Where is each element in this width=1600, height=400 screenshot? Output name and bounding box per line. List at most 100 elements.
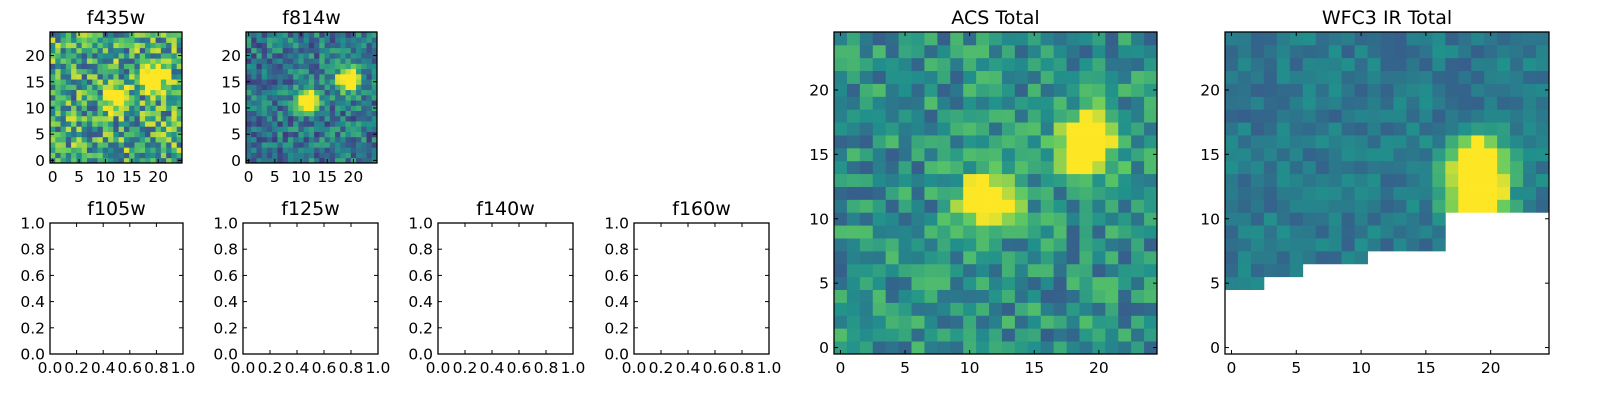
- heatmap-cell: [950, 263, 964, 278]
- heatmap-cell: [160, 147, 167, 153]
- heatmap-cell: [261, 52, 268, 59]
- heatmap-cell: [366, 147, 373, 153]
- heatmap-cell: [1536, 57, 1550, 72]
- heatmap-cell: [340, 152, 346, 159]
- heatmap-cell: [1066, 225, 1080, 239]
- heatmap-cell: [911, 341, 925, 355]
- heatmap-cell: [176, 89, 183, 96]
- heatmap-cell: [150, 157, 156, 164]
- heatmap-cell: [1053, 83, 1067, 97]
- heatmap-cell: [303, 157, 310, 164]
- heatmap-cell: [314, 105, 320, 111]
- heatmap-cell: [60, 52, 67, 59]
- heatmap-cell: [166, 131, 172, 138]
- heatmap-cell: [989, 315, 1003, 329]
- y-tick-label: 0.4: [408, 293, 433, 311]
- heatmap-cell: [859, 212, 874, 226]
- heatmap-cell: [1092, 135, 1106, 149]
- heatmap-cell: [139, 142, 146, 148]
- heatmap-cell: [1497, 186, 1511, 200]
- heatmap-cell: [911, 199, 925, 213]
- heatmap-cell: [251, 136, 257, 143]
- heatmap-cell: [859, 328, 874, 342]
- heatmap-cell: [1027, 302, 1042, 316]
- heatmap-cell: [1445, 109, 1459, 123]
- heatmap-cell: [113, 105, 120, 111]
- heatmap-cell: [1406, 57, 1420, 72]
- heatmap-cell: [356, 47, 362, 54]
- heatmap-cell: [145, 136, 151, 143]
- heatmap-cell: [371, 32, 378, 38]
- heatmap-cell: [885, 276, 899, 290]
- heatmap-cell: [885, 83, 899, 97]
- heatmap-cell: [1066, 186, 1080, 200]
- heatmap-cell: [1302, 70, 1317, 84]
- heatmap-cell: [314, 84, 320, 91]
- heatmap-cell: [1341, 122, 1355, 136]
- heatmap-cell: [340, 32, 346, 38]
- heatmap-cell: [872, 83, 887, 97]
- heatmap-cell: [361, 42, 367, 49]
- heatmap-cell: [1276, 173, 1291, 187]
- heatmap-cell: [261, 47, 268, 54]
- heatmap-cell: [1497, 173, 1511, 187]
- y-tick-label: 0.8: [20, 241, 45, 259]
- heatmap-cell: [246, 115, 252, 122]
- heatmap-cell: [1497, 83, 1511, 97]
- heatmap-cell: [60, 37, 67, 43]
- heatmap-cell: [976, 212, 990, 226]
- heatmap-cell: [366, 142, 373, 148]
- heatmap-cell: [298, 105, 305, 111]
- heatmap-cell: [834, 173, 848, 187]
- heatmap-cell: [1040, 212, 1055, 226]
- heatmap-cell: [113, 73, 120, 80]
- heatmap-cell: [150, 37, 156, 43]
- heatmap-cell: [1523, 57, 1537, 72]
- heatmap-cell: [356, 121, 362, 127]
- heatmap-cell: [1315, 212, 1330, 226]
- heatmap-cell: [108, 37, 114, 43]
- heatmap-cell: [76, 105, 83, 111]
- heatmap-cell: [898, 225, 912, 239]
- heatmap-cell: [937, 70, 951, 84]
- heatmap-cell: [55, 37, 61, 43]
- heatmap-cell: [366, 105, 373, 111]
- heatmap-cell: [108, 89, 114, 96]
- heatmap-cell: [1105, 44, 1119, 59]
- heatmap-cell: [1118, 57, 1132, 72]
- heatmap-cell: [340, 63, 346, 70]
- x-tick-label: 10: [96, 168, 116, 186]
- heatmap-cell: [1471, 160, 1485, 175]
- heatmap-cell: [176, 152, 183, 159]
- heatmap-cell: [976, 32, 990, 46]
- heatmap-cell: [314, 131, 320, 138]
- heatmap-cell: [361, 115, 367, 122]
- heatmap-cell: [324, 100, 331, 106]
- heatmap-cell: [1079, 57, 1093, 72]
- heatmap-cell: [1250, 263, 1265, 278]
- heatmap-cell: [102, 131, 109, 138]
- heatmap-cell: [246, 37, 252, 43]
- heatmap-cell: [277, 94, 284, 101]
- heatmap-cell: [287, 142, 294, 148]
- heatmap-cell: [1458, 160, 1472, 175]
- heatmap-cell: [92, 68, 98, 75]
- heatmap-cell: [71, 152, 77, 159]
- heatmap-cell: [86, 131, 93, 138]
- heatmap-cell: [272, 115, 278, 122]
- y-tick-label: 0: [35, 152, 45, 170]
- heatmap-cell: [277, 147, 284, 153]
- heatmap-cell: [1092, 186, 1106, 200]
- heatmap-cell: [113, 152, 120, 159]
- heatmap-cell: [872, 160, 887, 175]
- heatmap-cell: [60, 147, 67, 153]
- heatmap-cell: [1053, 328, 1067, 342]
- heatmap-cell: [298, 89, 305, 96]
- heatmap-cell: [911, 302, 925, 316]
- heatmap-cell: [261, 73, 268, 80]
- heatmap-cell: [1040, 173, 1055, 187]
- heatmap-cell: [251, 94, 257, 101]
- heatmap-cell: [1131, 276, 1145, 290]
- heatmap-cell: [1523, 44, 1537, 59]
- heatmap-cell: [97, 131, 104, 138]
